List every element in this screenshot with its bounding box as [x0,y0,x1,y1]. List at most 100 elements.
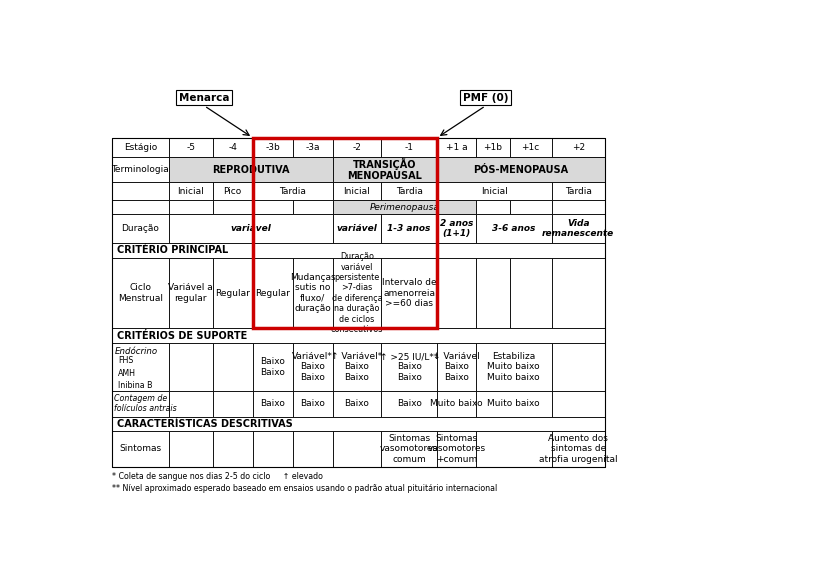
Bar [551,182,605,200]
Text: Regular: Regular [255,289,290,297]
Text: variável: variável [337,224,377,233]
Text: Muito baixo: Muito baixo [431,399,483,408]
Bar [112,391,168,416]
Text: variável: variável [230,224,271,233]
Text: 2 anos
(1+1): 2 anos (1+1) [440,219,473,238]
Text: Intervalo de
amenorreia
>=60 dias: Intervalo de amenorreia >=60 dias [382,278,436,308]
Text: Aumento dos
sintomas de
atrofia urogenital: Aumento dos sintomas de atrofia urogenit… [539,434,617,464]
Text: Baixo: Baixo [260,399,285,408]
Text: Baixo: Baixo [300,399,325,408]
Bar [476,431,551,466]
Text: Tardia: Tardia [279,187,306,196]
Bar [437,258,476,328]
Bar [551,200,605,214]
Text: Inicial: Inicial [177,187,204,196]
Bar [381,137,437,156]
Text: Baixo: Baixo [344,399,369,408]
Bar [212,431,252,466]
Bar [112,137,168,156]
Bar [332,431,381,466]
Text: REPRODUTIVA: REPRODUTIVA [212,164,289,174]
Bar [476,343,551,391]
Text: Mudanças
sutis no
fluxo/
duração: Mudanças sutis no fluxo/ duração [290,273,336,313]
Bar [332,156,437,182]
Text: Baixo
Baixo: Baixo Baixo [260,357,285,377]
Text: CRITÉRIOS DE SUPORTE: CRITÉRIOS DE SUPORTE [117,331,247,341]
Bar [252,258,292,328]
Text: Duração
variável
persistente
>7-dias
de diferença
na duração
de ciclos
consecuti: Duração variável persistente >7-dias de … [331,252,383,334]
Text: +1c: +1c [521,143,540,152]
Bar [252,182,332,200]
Bar [292,391,332,416]
Bar [381,258,437,328]
Text: CARACTERÍSTICAS DESCRITIVAS: CARACTERÍSTICAS DESCRITIVAS [117,419,292,429]
Bar [168,214,332,243]
Bar [252,391,292,416]
Text: ↓ Variável
Baixo
Baixo: ↓ Variável Baixo Baixo [433,352,480,382]
Bar [112,200,168,214]
Bar [476,200,510,214]
Text: -4: -4 [228,143,237,152]
Bar [168,431,212,466]
Bar [252,137,292,156]
Text: * Coleta de sangue nos dias 2-5 do ciclo     ↑ elevado: * Coleta de sangue nos dias 2-5 do ciclo… [112,472,322,481]
Bar [381,182,437,200]
Bar [476,137,510,156]
Bar [476,214,551,243]
Text: Variável*
Baixo
Baixo: Variável* Baixo Baixo [292,352,333,382]
Text: Variável a
regular: Variável a regular [168,283,213,302]
Bar [437,391,476,416]
Bar [212,391,252,416]
Text: -5: -5 [186,143,195,152]
Bar [381,343,437,391]
Text: Regular: Regular [215,289,250,297]
Bar [551,391,605,416]
Text: Pico: Pico [223,187,242,196]
Text: Tardia: Tardia [565,187,591,196]
Bar [112,416,605,431]
Bar [168,182,212,200]
Text: CRITÉRIO PRINCIPAL: CRITÉRIO PRINCIPAL [117,246,228,255]
Bar [212,343,252,391]
Bar [112,214,168,243]
Bar [252,343,292,391]
Text: Ciclo
Menstrual: Ciclo Menstrual [117,283,162,302]
Bar [437,137,476,156]
Text: Sintomas
vasomotores
+comum: Sintomas vasomotores +comum [427,434,486,464]
Bar [292,137,332,156]
Bar [112,258,168,328]
Text: Tardia: Tardia [396,187,422,196]
Text: Estágio: Estágio [123,143,157,152]
Bar [212,137,252,156]
Bar [112,156,168,182]
Text: Baixo: Baixo [397,399,421,408]
Text: +1b: +1b [483,143,502,152]
Bar [212,182,252,200]
Bar [168,137,212,156]
Bar [168,258,212,328]
Bar [381,431,437,466]
Text: -3b: -3b [265,143,280,152]
Bar [332,214,381,243]
Text: FHS
AMH
Inibina B: FHS AMH Inibina B [118,356,152,390]
Text: +1 a: +1 a [446,143,467,152]
Text: PÓS-MENOPAUSA: PÓS-MENOPAUSA [474,164,569,174]
Bar [332,200,476,214]
Bar [437,343,476,391]
Text: -3a: -3a [306,143,320,152]
Bar [252,200,292,214]
Text: Endócrino: Endócrino [114,347,157,356]
Bar [332,258,381,328]
Bar [510,258,551,328]
Text: Inicial: Inicial [481,187,508,196]
Bar [168,200,212,214]
Bar [332,391,381,416]
Text: Menarca: Menarca [179,93,229,103]
Bar [112,343,168,391]
Bar [437,214,476,243]
Bar [212,200,252,214]
Text: ↑ >25 IU/L**
Baixo
Baixo: ↑ >25 IU/L** Baixo Baixo [380,352,438,382]
Bar [112,137,605,466]
Bar [252,137,437,328]
Text: +2: +2 [571,143,585,152]
